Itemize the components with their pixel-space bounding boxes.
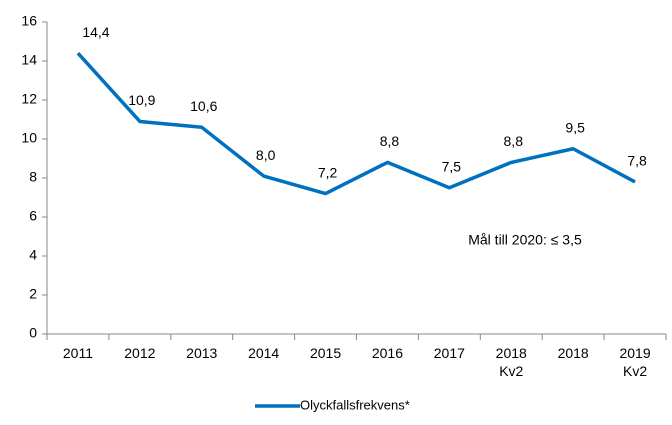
x-tick-label: 2018 Kv2 (496, 345, 527, 379)
y-tick-label: 10 (21, 130, 37, 146)
y-tick-label: 14 (21, 52, 37, 68)
x-tick-label: 2015 (310, 345, 341, 361)
x-tick-label: 2012 (124, 345, 155, 361)
x-tick-label: 2014 (248, 345, 279, 361)
data-label: 14,4 (82, 24, 109, 40)
y-tick-label: 6 (29, 208, 37, 224)
data-label: 7,8 (627, 153, 647, 169)
y-tick-label: 16 (21, 13, 37, 29)
y-tick-label: 4 (29, 247, 37, 263)
data-label: 8,8 (504, 133, 524, 149)
x-tick-label: 2016 (372, 345, 403, 361)
x-tick-label: 2019 Kv2 (619, 345, 650, 379)
data-label: 7,5 (442, 158, 462, 174)
legend-label: Olyckfallsfrekvens* (300, 397, 410, 412)
y-tick-label: 0 (29, 325, 37, 341)
data-line (76, 52, 636, 196)
data-label: 9,5 (565, 119, 585, 135)
x-tick-label: 2011 (63, 345, 93, 361)
data-label: 7,2 (318, 164, 338, 180)
x-tick-label: 2018 (558, 345, 589, 361)
x-tick-label: 2017 (434, 345, 465, 361)
y-tick-label: 2 (29, 286, 37, 302)
data-label: 10,6 (190, 98, 217, 114)
annotation: Mål till 2020: ≤ 3,5 (468, 232, 582, 248)
y-tick-label: 12 (21, 91, 37, 107)
data-label: 8,0 (256, 147, 276, 163)
y-tick-label: 8 (29, 169, 37, 185)
data-label: 10,9 (128, 92, 155, 108)
x-tick-label: 2013 (186, 345, 217, 361)
data-label: 8,8 (380, 133, 400, 149)
